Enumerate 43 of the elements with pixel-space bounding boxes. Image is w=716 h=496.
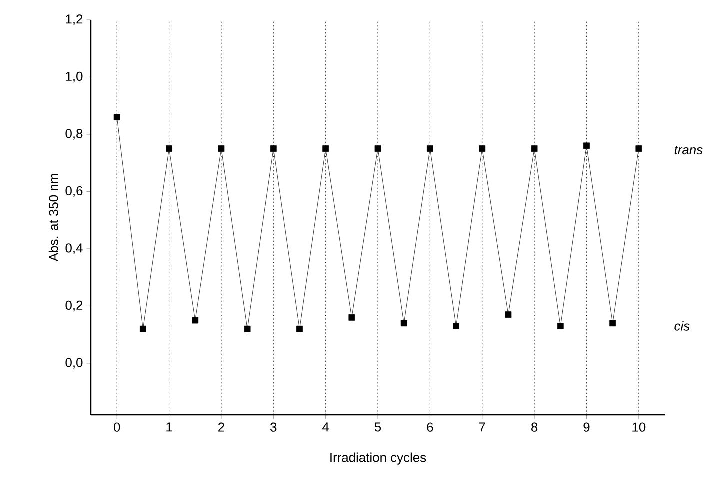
point	[374, 146, 382, 152]
x-tick-label: 6	[427, 422, 434, 432]
point	[479, 146, 486, 152]
x-tick-label: 2	[218, 422, 224, 432]
point	[192, 317, 199, 324]
y-axis-title: Abs. at 350 nm	[48, 174, 58, 262]
point	[244, 326, 251, 332]
point	[140, 326, 146, 332]
x-tick-label: 10	[632, 422, 646, 432]
point	[636, 146, 642, 152]
point	[505, 312, 512, 318]
y-tick-label: 1,2	[66, 14, 83, 26]
x-axis-title: Irradiation cycles	[330, 452, 426, 465]
point	[322, 146, 330, 152]
point	[218, 146, 225, 152]
y-tick-label: 0,4	[66, 244, 83, 254]
y-tick-label: 0,0	[66, 358, 83, 369]
x-tick-label: 4	[322, 422, 330, 432]
point	[166, 146, 172, 152]
point	[270, 146, 277, 152]
x-tick-label: 8	[532, 422, 538, 432]
y-tick-label: 0,2	[66, 300, 83, 312]
point	[557, 323, 564, 330]
y-tick-label: 0,6	[66, 186, 83, 198]
x-tick-label: 1	[166, 422, 172, 432]
point	[610, 320, 616, 327]
x-tick-label: 3	[270, 422, 277, 432]
point	[427, 146, 434, 152]
y-tick-label: 1,0	[66, 72, 83, 83]
point	[531, 146, 538, 152]
point	[453, 323, 460, 330]
x-tick-label: 0	[114, 422, 120, 432]
point	[348, 314, 356, 321]
y-tick-label: 0,8	[66, 129, 83, 140]
x-tick-label: 9	[584, 422, 590, 432]
text: cis	[674, 321, 690, 331]
x-tick-label: 7	[479, 422, 486, 432]
x-tick-label: 5	[374, 422, 382, 432]
point	[584, 142, 590, 150]
point	[296, 326, 303, 332]
point	[114, 114, 120, 120]
text: trans	[674, 146, 703, 155]
point	[400, 320, 408, 327]
